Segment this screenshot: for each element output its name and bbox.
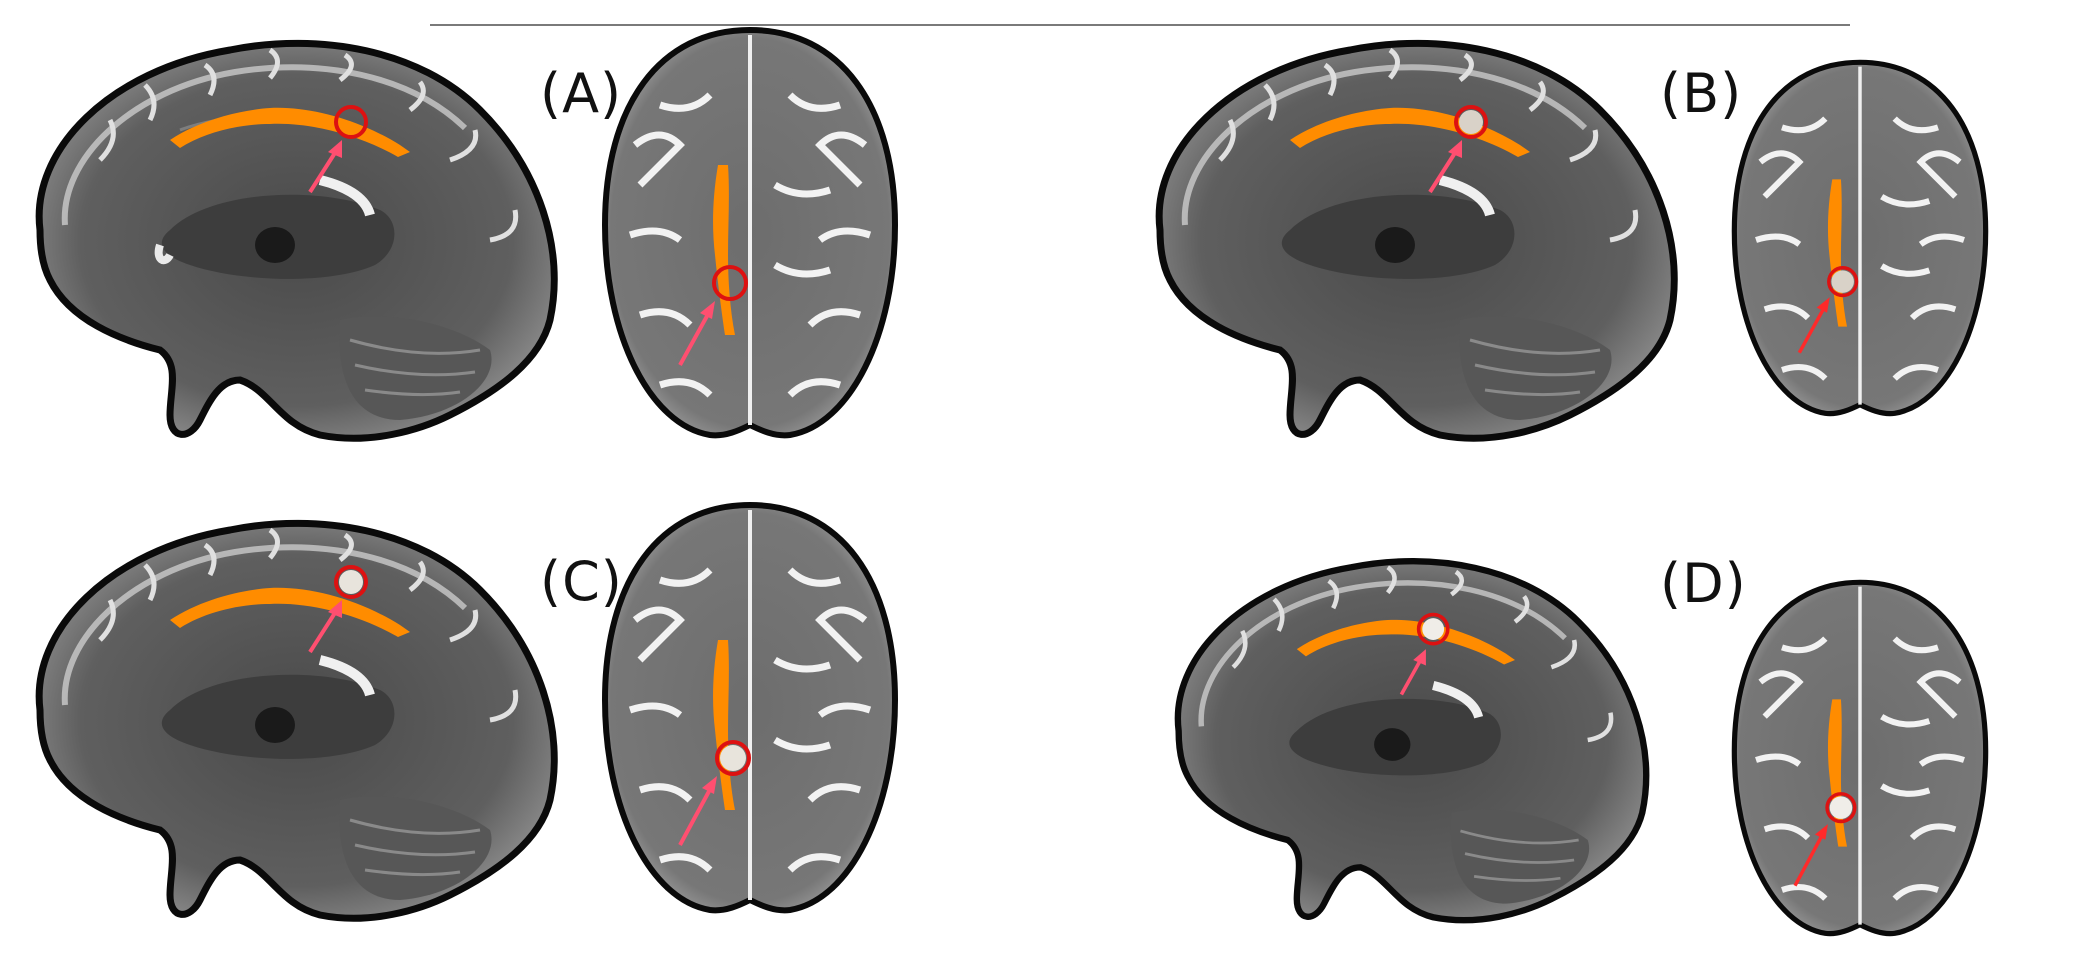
panel-label-d: (D) bbox=[1660, 552, 1747, 615]
tract-axial bbox=[1827, 179, 1847, 327]
pointer-arrow bbox=[1797, 301, 1829, 354]
lesion-circle bbox=[1827, 266, 1859, 298]
sagittal-mri-b bbox=[1155, 39, 1678, 442]
pointer-arrow bbox=[1793, 828, 1827, 887]
lesion-circle bbox=[1825, 792, 1857, 824]
axial-mri-b bbox=[1731, 59, 1989, 417]
panel-label-c: (C) bbox=[540, 550, 623, 613]
tract-axial bbox=[1827, 699, 1847, 847]
sagittal-mri-d bbox=[1174, 558, 1650, 924]
tract-sagittal bbox=[1290, 107, 1530, 157]
tract-sagittal bbox=[1296, 619, 1515, 665]
tract-axial bbox=[713, 165, 735, 335]
lesion-circle bbox=[712, 265, 748, 301]
axial-mri-c bbox=[601, 501, 899, 914]
lesion-circle bbox=[1416, 612, 1450, 646]
sagittal-mri-a bbox=[35, 39, 558, 442]
tract-axial bbox=[713, 640, 735, 810]
pointer-arrow bbox=[678, 781, 716, 846]
tract-sagittal bbox=[170, 587, 410, 637]
panel-label-a: (A) bbox=[540, 62, 623, 125]
top-rule bbox=[430, 24, 1850, 26]
axial-mri-d bbox=[1731, 579, 1989, 937]
lesion-circle bbox=[1454, 105, 1488, 139]
tract-sagittal bbox=[170, 107, 410, 157]
sagittal-mri-c bbox=[35, 519, 558, 922]
lesion-circle bbox=[334, 565, 368, 599]
axial-mri-a bbox=[601, 26, 899, 439]
panel-label-b: (B) bbox=[1660, 62, 1743, 125]
pointer-arrow bbox=[678, 306, 714, 366]
lesion-circle bbox=[334, 105, 368, 139]
lesion-circle bbox=[715, 740, 751, 776]
